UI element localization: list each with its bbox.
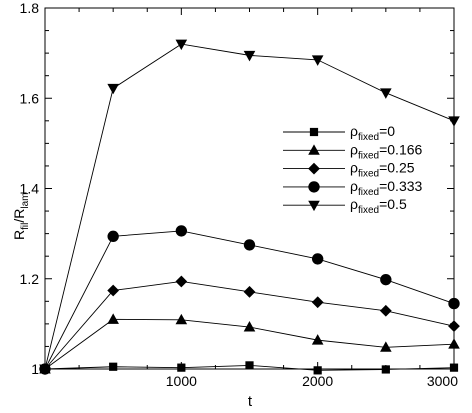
legend-marker [308, 162, 320, 175]
y-tick-label: 1.8 [20, 0, 40, 16]
data-point-4-3 [243, 50, 256, 62]
data-point-4-6 [448, 116, 460, 127]
data-point-2-2 [175, 275, 188, 288]
data-point-3-5 [380, 273, 392, 286]
x-tick-label: 2000 [302, 373, 333, 389]
legend-label: ρfixed=0.166 [350, 141, 423, 161]
data-point-0-2 [177, 363, 186, 372]
y-tick-label: 1.6 [20, 90, 40, 106]
data-point-2-4 [311, 296, 324, 309]
legend-label: ρfixed=0.5 [350, 196, 407, 216]
data-point-1-3 [243, 321, 256, 332]
data-point-0-3 [245, 361, 254, 370]
data-point-4-0 [39, 364, 51, 375]
data-point-3-3 [243, 239, 256, 251]
data-point-4-1 [107, 83, 119, 95]
data-point-3-2 [175, 225, 188, 237]
data-point-1-5 [380, 341, 392, 352]
axis-ticks: 1 1.2 1.4 1.6 1.8 1000 2000 3000 [20, 0, 459, 389]
data-point-0-1 [109, 362, 118, 371]
legend-marker [308, 144, 320, 155]
data-point-4-5 [380, 88, 392, 99]
x-tick-label: 3000 [427, 373, 458, 389]
data-point-4-4 [311, 55, 324, 66]
data-point-4-2 [175, 39, 188, 51]
data-point-3-6 [448, 297, 460, 310]
series-line-3 [44, 230, 455, 370]
data-point-2-3 [243, 285, 256, 298]
y-axis-label-base: R [11, 230, 27, 240]
y-axis-label-sub2: lam [20, 193, 31, 209]
x-tick-label: 1000 [166, 373, 197, 389]
y-axis-label-mid: /R [11, 209, 27, 223]
legend-label: ρfixed=0 [350, 123, 395, 143]
data-point-2-6 [448, 320, 460, 333]
data-point-0-6 [449, 363, 459, 372]
data-point-1-1 [107, 313, 119, 324]
data-point-2-5 [379, 304, 392, 317]
data-point-2-1 [107, 284, 120, 297]
legend-marker [309, 127, 319, 137]
data-point-1-6 [448, 338, 460, 349]
y-axis-label: Rfil/Rlam [11, 193, 31, 240]
data-point-1-2 [175, 313, 188, 325]
legend: ρfixed=0ρfixed=0.166ρfixed=0.25ρfixed=0.… [283, 123, 423, 216]
x-axis-label: t [248, 393, 253, 410]
y-tick-label: 1.2 [20, 271, 40, 287]
legend-label: ρfixed=0.333 [350, 178, 423, 198]
y-tick-label: 1.4 [20, 181, 40, 197]
data-point-3-4 [311, 253, 324, 265]
data-point-0-4 [313, 366, 322, 375]
series-markers [39, 39, 460, 375]
legend-marker [308, 181, 320, 193]
data-point-1-4 [311, 334, 324, 345]
data-point-3-1 [107, 230, 119, 243]
y-tick-label: 1 [31, 361, 39, 377]
legend-marker [308, 200, 320, 212]
legend-label: ρfixed=0.25 [350, 160, 415, 180]
data-point-0-5 [381, 365, 390, 374]
y-axis-label-sub1: fil [20, 223, 31, 230]
